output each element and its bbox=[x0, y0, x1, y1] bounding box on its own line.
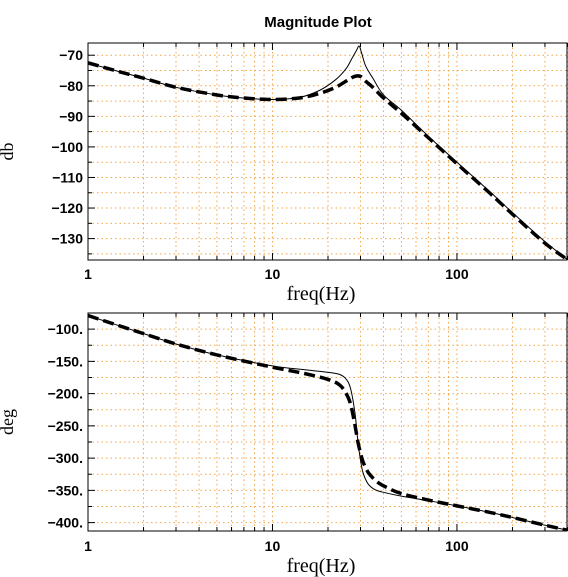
y-axis-label: db bbox=[0, 143, 17, 161]
y-tick-label: −90 bbox=[59, 108, 83, 124]
grid bbox=[87, 43, 568, 260]
grid bbox=[87, 312, 568, 531]
x-tick-label: 100 bbox=[445, 266, 469, 282]
x-axis-label: freq(Hz) bbox=[287, 555, 356, 577]
y-tick-label: −350. bbox=[48, 482, 83, 498]
y-axis-label: deg bbox=[0, 409, 17, 435]
y-tick-label: −100 bbox=[51, 139, 83, 155]
y-tick-label: −100. bbox=[48, 321, 83, 337]
y-tick-label: −300. bbox=[48, 450, 83, 466]
x-tick-label: 1 bbox=[84, 266, 92, 282]
chart-title: Magnitude Plot bbox=[264, 14, 372, 31]
y-tick-label: −250. bbox=[48, 418, 83, 434]
y-tick-label: −400. bbox=[48, 515, 83, 531]
chart-panel-0: Magnitude Plot 1 10 100 −70 −80 −90 −100 −110 −12… bbox=[0, 14, 568, 305]
x-tick-label: 10 bbox=[265, 266, 281, 282]
y-tick-label: −120 bbox=[51, 200, 83, 216]
y-tick-label: −130 bbox=[51, 231, 83, 247]
x-tick-label: 100 bbox=[445, 538, 469, 554]
y-tick-label: −150. bbox=[48, 353, 83, 369]
y-tick-label: −110 bbox=[52, 169, 83, 185]
x-axis-label: freq(Hz) bbox=[287, 283, 356, 305]
series-line-dashed bbox=[88, 61, 568, 260]
y-tick-label: −200. bbox=[48, 386, 83, 402]
chart-panel-1: 1 10 100 −100. −150. −200. −250. −300. −350. −400… bbox=[0, 312, 568, 577]
y-tick-label: −80 bbox=[59, 78, 83, 94]
series-line-dashed bbox=[88, 313, 568, 531]
x-tick-label: 1 bbox=[84, 538, 92, 554]
x-tick-label: 10 bbox=[265, 538, 281, 554]
y-tick-label: −70 bbox=[59, 47, 83, 63]
